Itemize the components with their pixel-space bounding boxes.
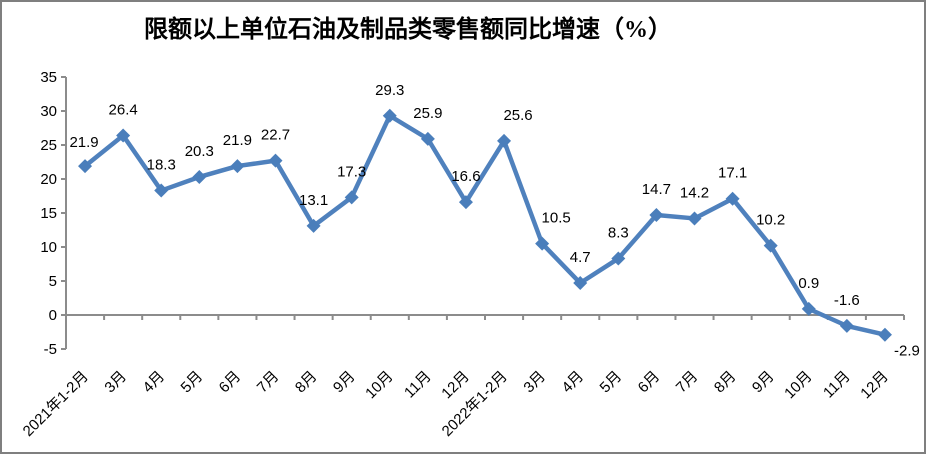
data-label: -2.9 [894,343,920,360]
data-label: 18.3 [147,157,176,174]
data-point-marker [573,276,588,291]
x-category-label: 5月 [178,368,207,397]
data-label: 8.3 [608,225,629,242]
data-label: 26.4 [109,101,138,118]
x-category-label: 9月 [330,368,359,397]
data-label: 17.1 [718,165,747,182]
data-label: 20.3 [185,143,214,160]
x-category-label: 2021年1-2月 [20,368,92,440]
data-point-marker [230,159,245,174]
data-point-marker [268,153,283,168]
data-label: 25.9 [413,105,442,122]
chart-title: 限额以上单位石油及制品类零售额同比增速（%） [144,17,672,43]
x-category-label: 3月 [520,368,549,397]
y-tick-label: -5 [44,341,57,358]
data-point-marker [801,301,816,316]
y-tick-label: 5 [49,273,57,290]
y-tick-label: 0 [49,307,57,324]
x-category-label: 4月 [559,368,588,397]
x-category-label: 8月 [292,368,321,397]
data-point-marker [725,191,740,206]
data-label: 16.6 [451,168,480,185]
y-tick-label: 25 [40,137,57,154]
x-category-label: 6月 [635,368,664,397]
data-point-marker [78,159,93,174]
data-point-marker [154,183,169,198]
data-label: 10.5 [542,210,571,227]
data-label: 10.2 [756,212,785,229]
x-category-label: 11月 [401,368,435,402]
data-label: 25.6 [503,107,532,124]
data-point-marker [458,195,473,210]
data-label: 4.7 [570,249,591,266]
x-category-label: 5月 [597,368,626,397]
data-point-marker [382,108,397,123]
series-line [82,113,888,337]
data-point-marker [344,190,359,205]
y-tick-label: 20 [40,171,57,188]
y-tick-label: 30 [40,103,57,120]
data-label: 29.3 [375,82,404,99]
x-category-label: 3月 [101,368,130,397]
x-category-label: 7月 [254,368,283,397]
x-category-label: 12月 [438,368,472,402]
data-point-marker [687,211,702,226]
data-point-marker [192,169,207,184]
data-point-marker [497,133,512,148]
data-point-marker [877,327,892,342]
data-point-marker [763,238,778,253]
data-label: 14.2 [680,184,709,201]
x-category-label: 10月 [362,368,396,402]
data-label: 21.9 [223,132,252,149]
data-point-marker [420,131,435,146]
x-category-label: 12月 [857,368,891,402]
data-point-marker [116,128,131,143]
data-point-marker [611,251,626,266]
x-category-label: 8月 [711,368,740,397]
data-label: 0.9 [798,275,819,292]
data-point-marker [839,318,854,333]
data-label: 14.7 [642,181,671,198]
x-category-label: 7月 [673,368,702,397]
x-category-label: 10月 [781,368,815,402]
data-label: 17.3 [337,163,366,180]
y-tick-label: 10 [40,239,57,256]
y-tick-label: 35 [40,69,57,86]
data-point-marker [649,208,664,223]
x-category-label: 11月 [820,368,854,402]
data-label: -1.6 [834,292,860,309]
data-label: 22.7 [261,127,290,144]
data-point-marker [535,236,550,251]
x-category-label: 9月 [749,368,778,397]
data-label: 13.1 [299,192,328,209]
x-category-label: 4月 [140,368,169,397]
y-tick-label: 15 [40,205,57,222]
x-category-label: 6月 [216,368,245,397]
data-point-marker [306,218,321,233]
data-label: 21.9 [69,134,98,151]
